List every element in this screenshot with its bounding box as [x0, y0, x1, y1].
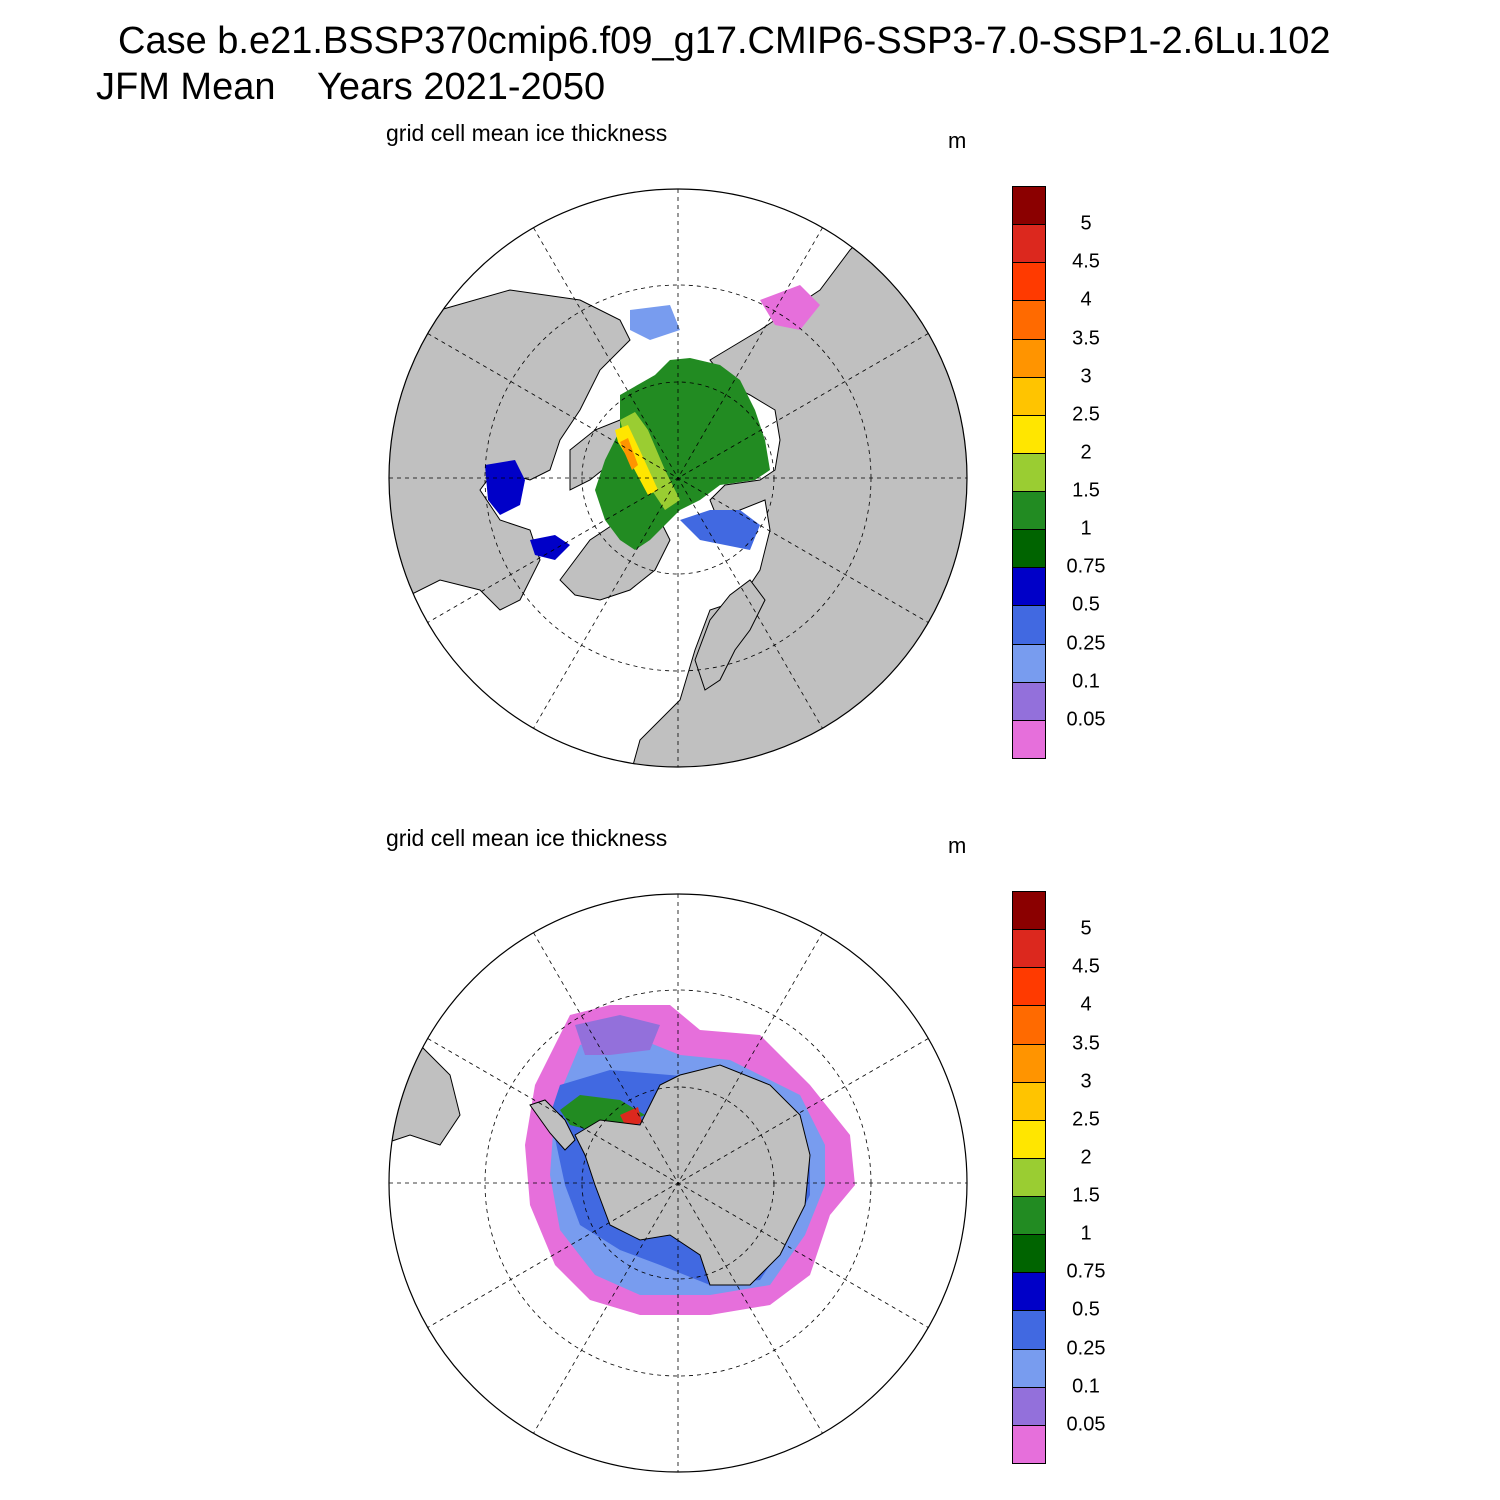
south-panel-title: grid cell mean ice thickness: [386, 825, 668, 851]
colorbar-box: [1012, 567, 1046, 607]
colorbar-tick-label: 3.5: [1072, 327, 1100, 350]
colorbar-tick-label: 4: [1080, 993, 1092, 1016]
south-colorbar: 0.05 0.1 0.25 0.5 0.75 1 1.5 2 2.5 3 3.5 4 4.5 5: [1012, 891, 1105, 1464]
land-scandinavia: [694, 579, 766, 691]
colorbar-box: [1012, 1005, 1046, 1045]
colorbar-tick-label: 0.05: [1066, 708, 1106, 731]
arctic-ice-orange: [620, 438, 638, 470]
colorbar-box: [1012, 605, 1046, 645]
south-graticule: [389, 894, 967, 1472]
colorbar-box: [1012, 1043, 1046, 1083]
land-antarctic-peninsula: [529, 1099, 576, 1151]
north-map-border: [388, 188, 968, 768]
colorbar-box: [1012, 929, 1046, 969]
colorbar-tick-label: 3: [1080, 365, 1092, 388]
colorbar-box: [1012, 1119, 1046, 1159]
colorbar-box: [1012, 967, 1046, 1007]
colorbar-box: [1012, 529, 1046, 569]
colorbar-box: [1012, 1081, 1046, 1121]
colorbar-tick-label: 1: [1080, 1222, 1092, 1245]
colorbar-tick-label: 3.5: [1072, 1032, 1100, 1055]
colorbar-tick-label: 0.25: [1066, 1337, 1106, 1360]
colorbar-tick-label: 2.5: [1072, 1108, 1100, 1131]
ice-baffin: [530, 535, 570, 560]
south-map-border: [388, 893, 968, 1473]
colorbar-box: [1012, 262, 1046, 302]
colorbar-box: [1012, 891, 1046, 931]
colorbar-tick-label: 4: [1080, 288, 1092, 311]
figure-title-line1: Case b.e21.BSSP370cmip6.f09_g17.CMIP6-SS…: [118, 20, 1331, 62]
colorbar-tick-label: 2: [1080, 441, 1092, 464]
figure-title-line2: JFM Mean Years 2021-2050: [96, 66, 606, 108]
north-graticule: [389, 189, 967, 767]
colorbar-tick-label: 4.5: [1072, 250, 1100, 273]
colorbar-tick-label: 4.5: [1072, 955, 1100, 978]
ice-purple: [575, 1015, 660, 1055]
colorbar-tick-label: 0.75: [1066, 555, 1106, 578]
colorbar-tick-label: 0.1: [1072, 1375, 1100, 1398]
colorbar-box: [1012, 1348, 1046, 1388]
colorbar-tick-label: 0.75: [1066, 1260, 1106, 1283]
colorbar-box: [1012, 224, 1046, 264]
ice-bering: [630, 305, 680, 340]
ice-marginal-blue: [680, 510, 760, 550]
colorbar-tick-label: 1: [1080, 517, 1092, 540]
colorbar-box: [1012, 1424, 1046, 1464]
north-colorbar: 0.05 0.1 0.25 0.5 0.75 1 1.5 2 2.5 3 3.5 4 4.5 5: [1012, 186, 1105, 759]
colorbar-box: [1012, 300, 1046, 340]
colorbar-box: [1012, 186, 1046, 226]
colorbar-box: [1012, 1272, 1046, 1312]
colorbar-tick-label: 2: [1080, 1146, 1092, 1169]
colorbar-tick-label: 0.25: [1066, 632, 1106, 655]
north-panel-title: grid cell mean ice thickness: [386, 120, 668, 146]
colorbar-tick-label: 5: [1080, 917, 1092, 940]
colorbar-tick-label: 0.1: [1072, 670, 1100, 693]
colorbar-box: [1012, 1310, 1046, 1350]
colorbar-tick-label: 1.5: [1072, 479, 1100, 502]
colorbar-box: [1012, 338, 1046, 378]
colorbar-tick-label: 2.5: [1072, 403, 1100, 426]
colorbar-tick-label: 5: [1080, 212, 1092, 235]
colorbar-tick-label: 3: [1080, 1070, 1092, 1093]
colorbar-box: [1012, 376, 1046, 416]
colorbar-box: [1012, 681, 1046, 721]
colorbar-box: [1012, 491, 1046, 531]
north-units-label: m: [948, 128, 967, 153]
colorbar-box: [1012, 1386, 1046, 1426]
colorbar-box: [1012, 719, 1046, 759]
colorbar-box: [1012, 1234, 1046, 1274]
ice-weddell-red: [620, 1107, 642, 1127]
south-units-label: m: [948, 833, 967, 858]
arctic-ice-green: [595, 358, 770, 550]
colorbar-box: [1012, 452, 1046, 493]
colorbar-tick-label: 0.5: [1072, 593, 1100, 616]
colorbar-tick-label: 0.5: [1072, 1298, 1100, 1321]
colorbar-box: [1012, 1157, 1046, 1198]
ice-hudson-bay: [485, 460, 525, 515]
colorbar-tick-label: 1.5: [1072, 1184, 1100, 1207]
colorbar-tick-label: 0.05: [1066, 1413, 1106, 1436]
south-polar-map: [388, 893, 968, 1473]
colorbar-box: [1012, 643, 1046, 683]
ice-okhotsk: [760, 285, 820, 330]
colorbar-box: [1012, 1196, 1046, 1236]
north-polar-map: [388, 188, 968, 768]
colorbar-box: [1012, 414, 1046, 454]
